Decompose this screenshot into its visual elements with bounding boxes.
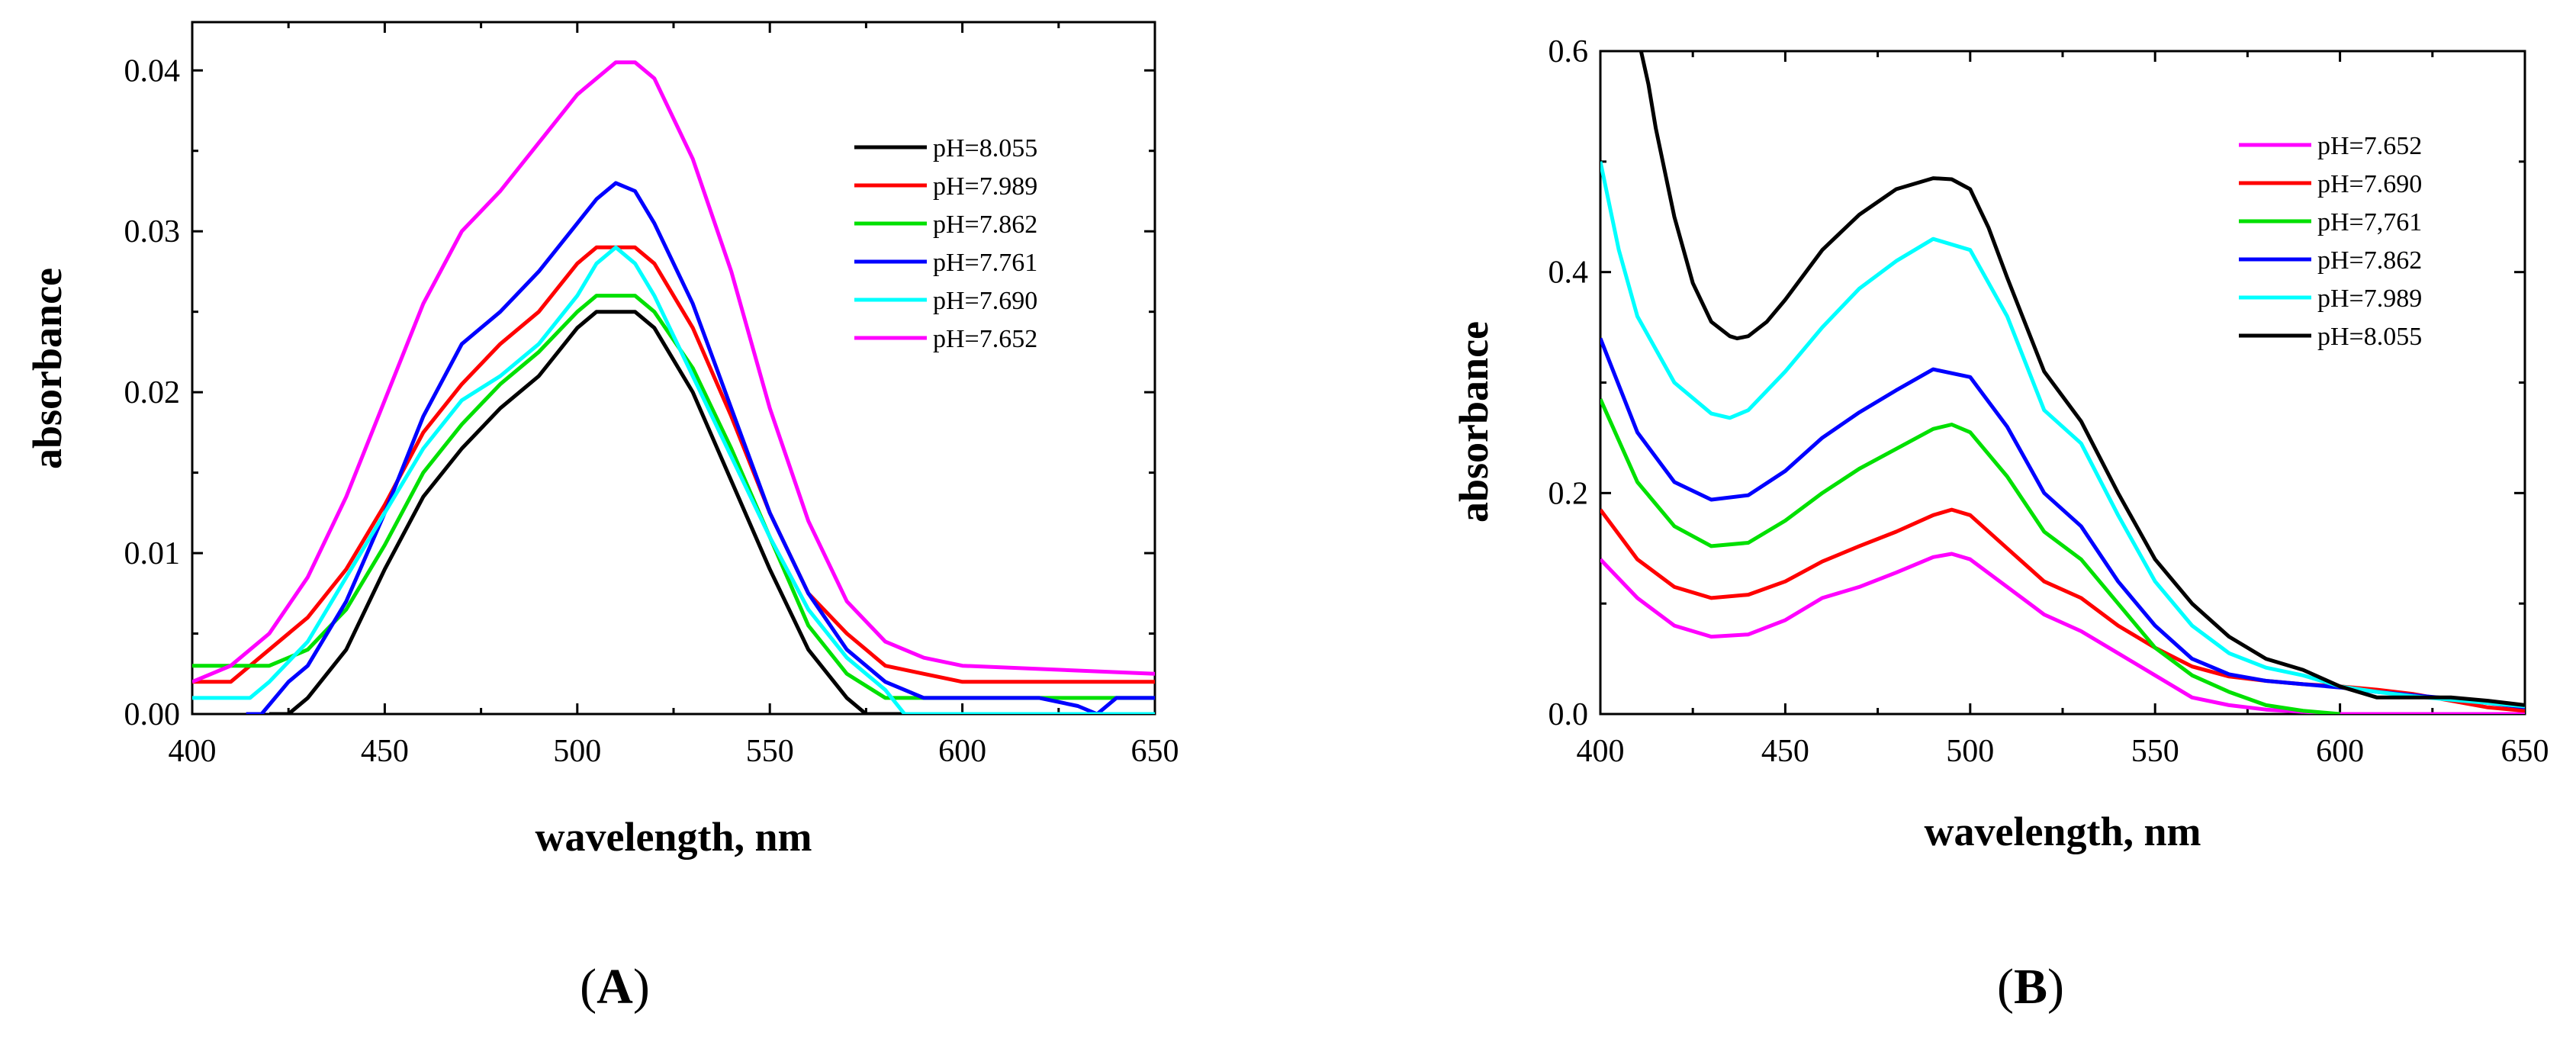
panel-b-x-axis-label: wavelength, nm <box>1925 809 2201 854</box>
panel-a-legend: pH=8.055 pH=7.989 pH=7.862 pH=7.761 pH=7.690… <box>854 134 1037 353</box>
panel-a-y-axis-label: absorbance <box>24 268 70 469</box>
panel-b-legend-label: pH=8.055 <box>2317 323 2422 351</box>
panel-b-legend-label: pH=7,761 <box>2317 208 2422 236</box>
panel-b-y-tick-label: 0.4 <box>1548 256 1589 291</box>
panel-b-legend: pH=7.652 pH=7.690 pH=7,761 pH=7.862 pH=7.989… <box>2239 132 2422 351</box>
panel-b-legend-label: pH=7.989 <box>2317 285 2422 313</box>
panel-b-legend-label: pH=7.690 <box>2317 170 2422 198</box>
panel-a-series-line-4 <box>246 181 1155 714</box>
panel-a-y-tick-label: 0.02 <box>124 375 181 410</box>
panel-b-y-axis-label: absorbance <box>1451 321 1497 523</box>
panel-a-x-tick-label: 600 <box>938 734 986 769</box>
panel-b-x-tick-label: 600 <box>2316 734 2364 769</box>
panel-b-x-tick-label: 550 <box>2131 734 2179 769</box>
panel-a-legend-label: pH=8.055 <box>933 134 1037 162</box>
panel-a-series-line-3 <box>192 294 1155 700</box>
panel-b-x-tick-label: 400 <box>1577 734 1625 769</box>
panel-a-legend-label: pH=7.989 <box>933 172 1037 201</box>
panel-b-lines <box>1600 51 2525 714</box>
panel-a-y-tick-label: 0.03 <box>124 214 181 249</box>
panel-a-chart: 400 450 500 550 600 650 0.00 0.01 0.02 0.03 0.04 p… <box>24 21 1179 1015</box>
panel-a-series-line-5 <box>192 245 1155 714</box>
panel-b-legend-label: pH=7.862 <box>2317 246 2422 275</box>
panel-a-x-axis-label: wavelength, nm <box>535 814 812 860</box>
panel-a-y-tick-label: 0.01 <box>124 536 181 571</box>
panel-a-y-tick-label: 0.00 <box>124 697 181 732</box>
panel-a-ticks: 400 450 500 550 600 650 0.00 0.01 0.02 0.03 0.04 <box>124 22 1179 769</box>
panel-a-x-tick-label: 650 <box>1131 734 1179 769</box>
panel-b-x-tick-label: 500 <box>1946 734 1994 769</box>
panel-a-legend-label: pH=7.761 <box>933 249 1037 277</box>
panel-b-plot-frame <box>1599 50 2526 716</box>
panel-b-series-line-5 <box>1600 161 2525 709</box>
panel-a-series-line-2 <box>192 245 1155 684</box>
panel-a-y-tick-label: 0.04 <box>124 53 181 88</box>
panel-b-series-line-6 <box>1639 51 2525 707</box>
panel-a-legend-label: pH=7.690 <box>933 287 1037 315</box>
panel-a-letter: A <box>597 959 633 1015</box>
panel-b-x-tick-label: 650 <box>2501 734 2549 769</box>
panel-b-x-tick-label: 450 <box>1761 734 1809 769</box>
panel-a-legend-label: pH=7.652 <box>933 325 1037 353</box>
panel-a-x-tick-label: 550 <box>746 734 794 769</box>
panel-b-y-tick-label: 0.2 <box>1548 476 1589 511</box>
panel-a-x-tick-label: 450 <box>361 734 409 769</box>
panel-b-series-line-3 <box>1600 398 2340 714</box>
panel-b-series-line-1 <box>1600 552 2525 714</box>
panel-a-legend-label: pH=7.862 <box>933 211 1037 239</box>
panel-b-y-tick-label: 0.0 <box>1548 697 1589 732</box>
panel-b-legend-label: pH=7.652 <box>2317 132 2422 160</box>
panel-a-series-line-1 <box>269 310 1155 714</box>
panel-a-plot-frame <box>191 21 1156 716</box>
panel-a-lines <box>192 60 1155 714</box>
panel-b-label: (B) <box>1997 959 2064 1015</box>
panel-b-letter: B <box>2014 959 2047 1015</box>
panel-a-series-line-6 <box>192 60 1155 684</box>
panel-a-x-tick-label: 400 <box>169 734 217 769</box>
panel-a-label: (A) <box>580 959 650 1015</box>
panel-a-x-tick-label: 500 <box>553 734 601 769</box>
panel-b-y-tick-label: 0.6 <box>1548 34 1589 69</box>
